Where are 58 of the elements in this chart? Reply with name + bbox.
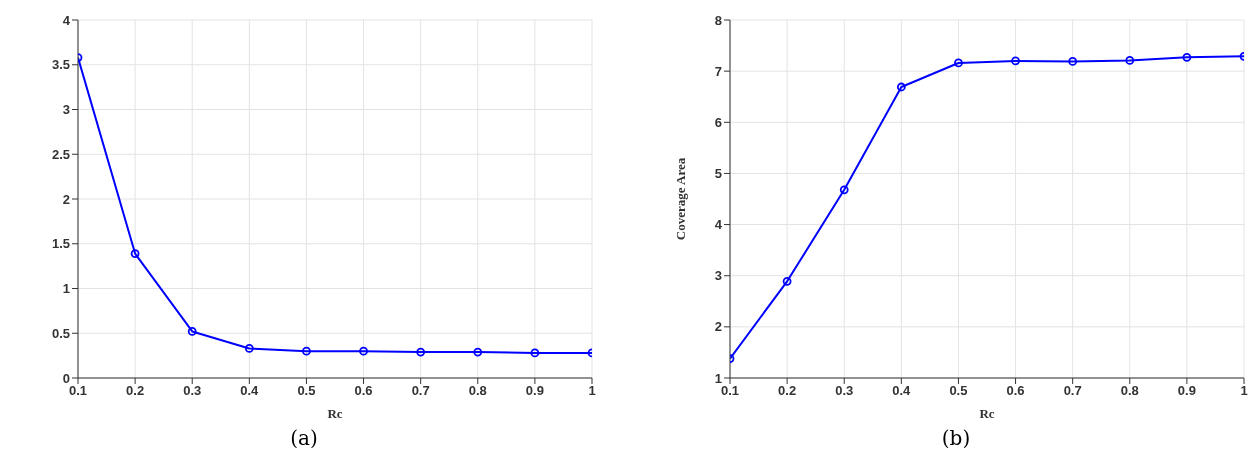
x-tick-label: 1 [588, 383, 596, 399]
y-tick-label: 3 [62, 102, 70, 118]
y-tick-label: 4 [62, 12, 71, 28]
y-axis-title: Coverage Area [672, 157, 688, 241]
text: (a) [290, 426, 318, 450]
y-tick-label: 8 [714, 12, 722, 28]
point [782, 276, 792, 286]
x-tick-label: 0.2 [126, 383, 145, 399]
x-tick-label: 0.4 [240, 383, 260, 399]
point [302, 346, 311, 356]
y-tick-label: 1 [714, 370, 722, 386]
y-tick-label: 6 [714, 114, 722, 130]
x-tick-label: 0.5 [949, 383, 968, 399]
x-axis-title: Rc [327, 406, 343, 421]
y-tick-label: 4 [714, 217, 723, 233]
y-tick-label: 5 [714, 166, 722, 182]
x-tick-label: 0.3 [183, 383, 202, 399]
point [130, 249, 140, 258]
x-tick-label: 0.9 [525, 383, 544, 399]
y-tick-label: 3 [714, 268, 722, 284]
y-tick-label: 2 [62, 191, 70, 207]
point [1125, 56, 1135, 65]
x-tick-label: 0.6 [354, 383, 373, 399]
x-tick-label: 0.1 [720, 383, 740, 399]
x-tick-label: 0.2 [778, 383, 797, 399]
x-tick-label: 0.9 [1177, 383, 1196, 399]
y-tick-label: 3.5 [51, 57, 70, 73]
x-tick-label: 0.1 [68, 383, 88, 399]
x-tick-label: 0.8 [1120, 383, 1139, 399]
x-tick-label: 0.6 [1006, 383, 1025, 399]
point [244, 344, 254, 353]
text: (b) [941, 426, 971, 450]
x-tick-label: 1 [1240, 383, 1248, 399]
point [530, 348, 540, 358]
point [954, 58, 963, 68]
y-tick-label: 1 [62, 281, 70, 297]
x-tick-label: 0.7 [411, 383, 430, 399]
point [1182, 52, 1192, 62]
point [1068, 57, 1078, 66]
point [416, 347, 426, 357]
point [359, 346, 368, 356]
x-axis-title: Rc [979, 406, 995, 421]
x-tick-label: 0.3 [835, 383, 854, 399]
y-tick-label: 2 [714, 319, 722, 335]
x-tick-label: 0.5 [297, 383, 316, 399]
point [473, 347, 483, 357]
x-tick-label: 0.8 [468, 383, 487, 399]
point [896, 82, 906, 92]
point [839, 185, 849, 195]
y-tick-label: 0 [62, 370, 70, 386]
y-tick-label: 1.5 [51, 236, 70, 252]
y-tick-label: 7 [714, 63, 722, 79]
point [1011, 56, 1020, 66]
x-tick-label: 0.4 [892, 383, 912, 399]
point [187, 327, 197, 336]
x-tick-label: 0.7 [1063, 383, 1082, 399]
y-tick-label: 0.5 [51, 325, 70, 341]
y-tick-label: 2.5 [51, 146, 70, 162]
